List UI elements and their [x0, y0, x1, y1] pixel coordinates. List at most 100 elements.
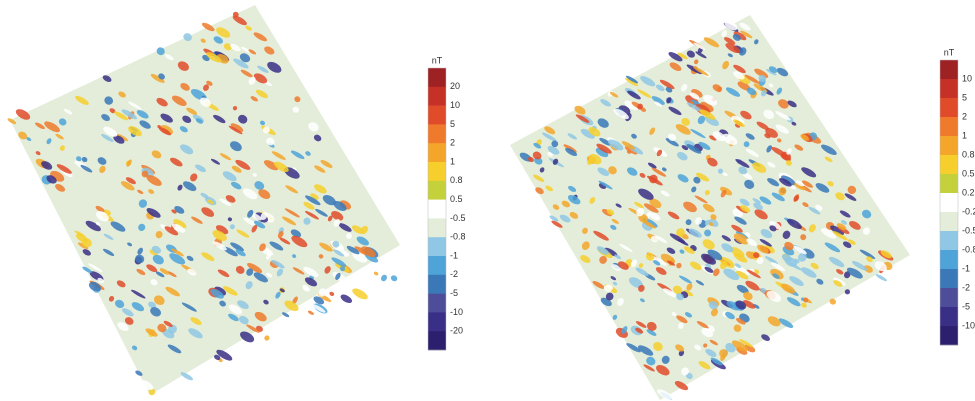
map-blob — [680, 83, 688, 92]
map-blob — [346, 245, 360, 255]
map-blob — [153, 295, 165, 305]
map-blob — [688, 228, 702, 238]
map-blob — [116, 280, 126, 288]
map-blob — [201, 207, 215, 217]
map-blob — [704, 266, 714, 273]
map-blob — [252, 172, 257, 177]
map-blob — [640, 298, 645, 303]
map-blob — [277, 231, 284, 239]
map-blob — [745, 280, 760, 291]
map-blob — [170, 157, 183, 167]
map-blob — [222, 171, 237, 182]
map-blob — [102, 75, 112, 83]
map-blob — [710, 214, 717, 221]
map-blob — [852, 261, 868, 271]
map-blob — [59, 145, 65, 151]
map-blob — [302, 285, 311, 292]
map-blob — [617, 261, 629, 270]
map-blob — [624, 100, 638, 111]
map-blob — [155, 230, 163, 239]
map-blob — [128, 101, 142, 110]
map-blob — [552, 204, 560, 210]
map-blob — [742, 300, 756, 309]
map-blob — [331, 211, 344, 221]
map-blob — [248, 76, 256, 85]
colorbar-label: -0.5 — [962, 225, 975, 235]
map-blob — [684, 312, 693, 318]
map-blob — [262, 126, 270, 134]
map-blob — [649, 127, 656, 135]
map-blob — [787, 218, 802, 230]
map-blob — [861, 209, 872, 219]
map-blob — [82, 266, 92, 273]
map-blob — [677, 322, 684, 329]
map-blob — [101, 113, 111, 122]
map-blob — [148, 301, 157, 309]
map-blob — [776, 67, 789, 77]
map-blob — [202, 22, 215, 32]
map-blob — [693, 59, 699, 65]
map-blob — [744, 179, 755, 189]
map-blob — [195, 118, 203, 124]
colorbar-swatch — [428, 68, 446, 88]
map-blob — [832, 231, 848, 241]
map-blob — [568, 185, 577, 192]
map-blob — [246, 324, 260, 333]
map-blob — [148, 388, 156, 396]
map-blob — [346, 233, 352, 239]
map-blob — [55, 184, 66, 192]
map-blob — [656, 389, 673, 400]
colorbar-swatch — [428, 293, 446, 313]
map-blob — [709, 135, 717, 141]
map-blob — [609, 91, 619, 98]
colorbar-swatch — [940, 269, 958, 289]
map-blob — [866, 256, 873, 263]
map-blob — [552, 158, 559, 165]
map-blob — [613, 108, 629, 120]
map-blob — [753, 269, 760, 274]
map-blob — [759, 239, 772, 247]
map-blob — [686, 144, 702, 154]
map-blob — [547, 151, 553, 157]
map-blob — [707, 249, 723, 261]
map-blob — [535, 187, 544, 195]
map-blob — [767, 161, 776, 168]
map-blob — [260, 211, 268, 220]
map-blob — [610, 224, 617, 230]
map-blob — [710, 308, 719, 317]
map-blob — [712, 268, 720, 277]
map-blob — [778, 187, 787, 196]
map-blob — [199, 97, 211, 107]
map-blob — [791, 121, 797, 126]
map-blob — [137, 189, 144, 195]
map-blob — [533, 174, 545, 182]
map-blob — [703, 94, 718, 106]
map-blob — [103, 233, 114, 240]
map-blob — [254, 311, 267, 322]
map-blob — [786, 148, 792, 155]
map-blob — [95, 221, 101, 226]
map-blob — [290, 229, 302, 238]
map-blob — [734, 265, 750, 276]
map-blob — [305, 210, 319, 220]
map-blob — [740, 205, 751, 213]
map-blob — [720, 189, 727, 198]
map-blob — [686, 50, 695, 58]
map-blob — [201, 252, 215, 262]
colorbar-swatch — [940, 231, 958, 251]
map-blob — [732, 33, 741, 41]
map-blob — [101, 133, 114, 142]
map-blob — [225, 195, 236, 203]
map-blob — [588, 127, 601, 137]
map-blob — [765, 127, 778, 138]
map-blob — [702, 203, 715, 213]
map-blob — [80, 164, 93, 173]
colorbar-swatch — [428, 143, 446, 163]
map-blob — [875, 274, 888, 282]
colorbar-swatch — [940, 307, 958, 327]
colorbar-label: -0.2 — [962, 206, 975, 216]
colorbar-swatch — [428, 256, 446, 276]
map-blob — [291, 235, 308, 248]
map-blob — [766, 68, 777, 76]
